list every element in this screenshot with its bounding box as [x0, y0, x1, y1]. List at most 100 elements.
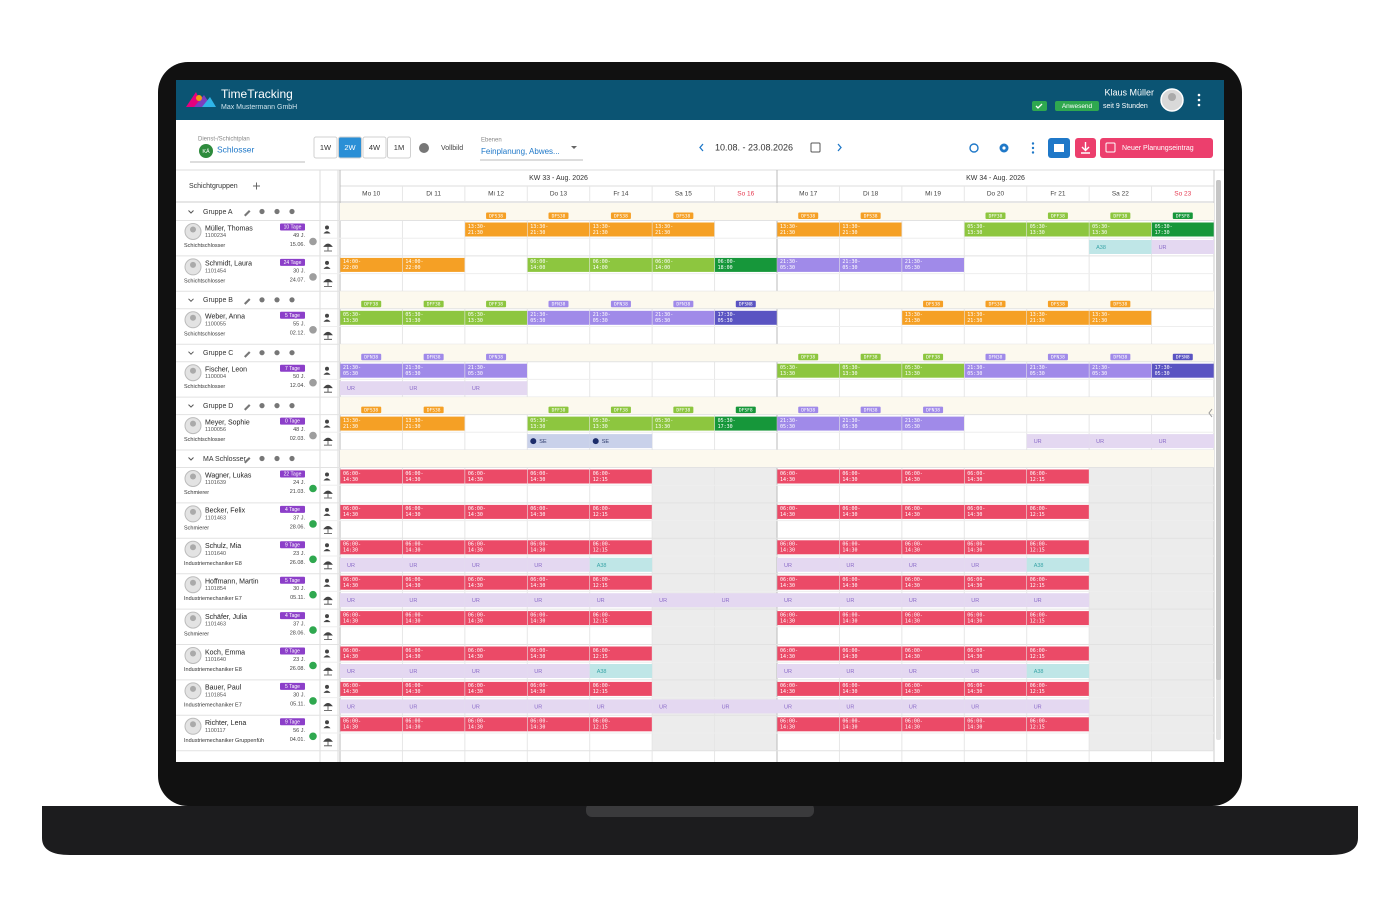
- shift[interactable]: [465, 504, 527, 519]
- shift[interactable]: [964, 310, 1027, 325]
- vacation-icon[interactable]: [323, 384, 333, 393]
- shift[interactable]: [839, 416, 902, 431]
- group-action[interactable]: [289, 208, 295, 215]
- shift[interactable]: [714, 310, 777, 325]
- shift[interactable]: [340, 504, 403, 519]
- absence[interactable]: [964, 699, 1027, 714]
- shift[interactable]: [402, 416, 465, 431]
- view-button[interactable]: [313, 136, 338, 159]
- shift[interactable]: [777, 257, 840, 272]
- shift[interactable]: [964, 504, 1027, 519]
- shift[interactable]: [902, 504, 964, 519]
- shift[interactable]: [652, 416, 715, 431]
- shift[interactable]: [902, 575, 964, 590]
- shift[interactable]: [465, 222, 527, 237]
- absence[interactable]: [340, 593, 403, 608]
- vacation-icon[interactable]: [323, 596, 333, 605]
- shift[interactable]: [527, 469, 590, 484]
- absence[interactable]: [340, 557, 403, 572]
- absence[interactable]: [464, 593, 528, 608]
- absence[interactable]: [901, 593, 965, 608]
- person-icon[interactable]: [325, 313, 329, 318]
- layers-value[interactable]: Feinplanung, Abwes...: [481, 147, 560, 156]
- person-icon[interactable]: [325, 225, 329, 230]
- absence[interactable]: [901, 557, 965, 572]
- group-action[interactable]: [274, 455, 280, 462]
- shift[interactable]: [652, 257, 715, 272]
- group-action[interactable]: [274, 297, 280, 303]
- shift[interactable]: [590, 646, 652, 661]
- shift[interactable]: [1027, 222, 1089, 237]
- shift[interactable]: [527, 222, 590, 237]
- group-action[interactable]: [289, 403, 295, 409]
- absence[interactable]: [402, 664, 465, 678]
- absence[interactable]: [402, 381, 465, 396]
- group-action[interactable]: [289, 297, 295, 303]
- shift[interactable]: [465, 469, 527, 484]
- shift[interactable]: [714, 257, 777, 272]
- shift[interactable]: [465, 717, 527, 732]
- vacation-icon[interactable]: [323, 437, 333, 446]
- shift[interactable]: [527, 257, 590, 272]
- group-action[interactable]: [259, 350, 265, 356]
- shift[interactable]: [902, 310, 964, 325]
- group-action[interactable]: [244, 404, 251, 411]
- person-icon[interactable]: [325, 578, 329, 583]
- shift[interactable]: [839, 646, 902, 661]
- fullscreen-toggle[interactable]: [419, 143, 429, 153]
- absence[interactable]: [652, 593, 715, 608]
- absence[interactable]: [589, 434, 653, 449]
- view-button[interactable]: [387, 136, 411, 159]
- shift[interactable]: [590, 257, 652, 272]
- absence[interactable]: [527, 699, 590, 714]
- absence[interactable]: [464, 664, 528, 678]
- shift[interactable]: [402, 310, 465, 325]
- prev-button[interactable]: [699, 143, 704, 152]
- shift[interactable]: [340, 257, 403, 272]
- shift[interactable]: [902, 540, 964, 555]
- shift[interactable]: [1027, 310, 1089, 325]
- next-button[interactable]: [837, 143, 842, 152]
- person-icon[interactable]: [325, 684, 329, 689]
- shift[interactable]: [902, 469, 964, 484]
- absence[interactable]: [1026, 434, 1090, 449]
- vacation-icon[interactable]: [323, 632, 333, 640]
- absence[interactable]: [1026, 593, 1090, 608]
- shift[interactable]: [465, 611, 527, 626]
- absence[interactable]: [839, 557, 902, 572]
- vacation-icon[interactable]: [323, 279, 333, 287]
- shift[interactable]: [465, 540, 527, 555]
- shift[interactable]: [1027, 540, 1089, 555]
- absence[interactable]: [964, 593, 1027, 608]
- absence[interactable]: [839, 664, 902, 678]
- shift[interactable]: [1027, 646, 1089, 661]
- person-icon[interactable]: [325, 472, 329, 477]
- collapse-handle[interactable]: [1208, 408, 1213, 418]
- group-action[interactable]: [289, 350, 295, 356]
- group-action[interactable]: [259, 208, 265, 215]
- absence[interactable]: [527, 434, 590, 449]
- absence[interactable]: [777, 557, 840, 572]
- vacation-icon[interactable]: [323, 738, 333, 747]
- group-action[interactable]: [274, 208, 280, 215]
- shift[interactable]: [902, 717, 964, 732]
- absence[interactable]: [652, 699, 715, 714]
- view-button[interactable]: [362, 136, 387, 159]
- shift[interactable]: [777, 717, 840, 732]
- more-button[interactable]: [1031, 142, 1035, 154]
- person-icon[interactable]: [325, 419, 329, 424]
- absence[interactable]: [777, 593, 840, 608]
- collapse-chevron[interactable]: [188, 298, 194, 303]
- absence[interactable]: [589, 664, 653, 678]
- shift[interactable]: [590, 611, 652, 626]
- shift[interactable]: [777, 469, 840, 484]
- shift[interactable]: [902, 681, 964, 696]
- shift[interactable]: [964, 363, 1027, 378]
- shift[interactable]: [964, 646, 1027, 661]
- shift[interactable]: [777, 646, 840, 661]
- shift[interactable]: [777, 363, 840, 378]
- shift[interactable]: [340, 416, 403, 431]
- shift[interactable]: [590, 469, 652, 484]
- shift[interactable]: [527, 681, 590, 696]
- shift[interactable]: [402, 646, 465, 661]
